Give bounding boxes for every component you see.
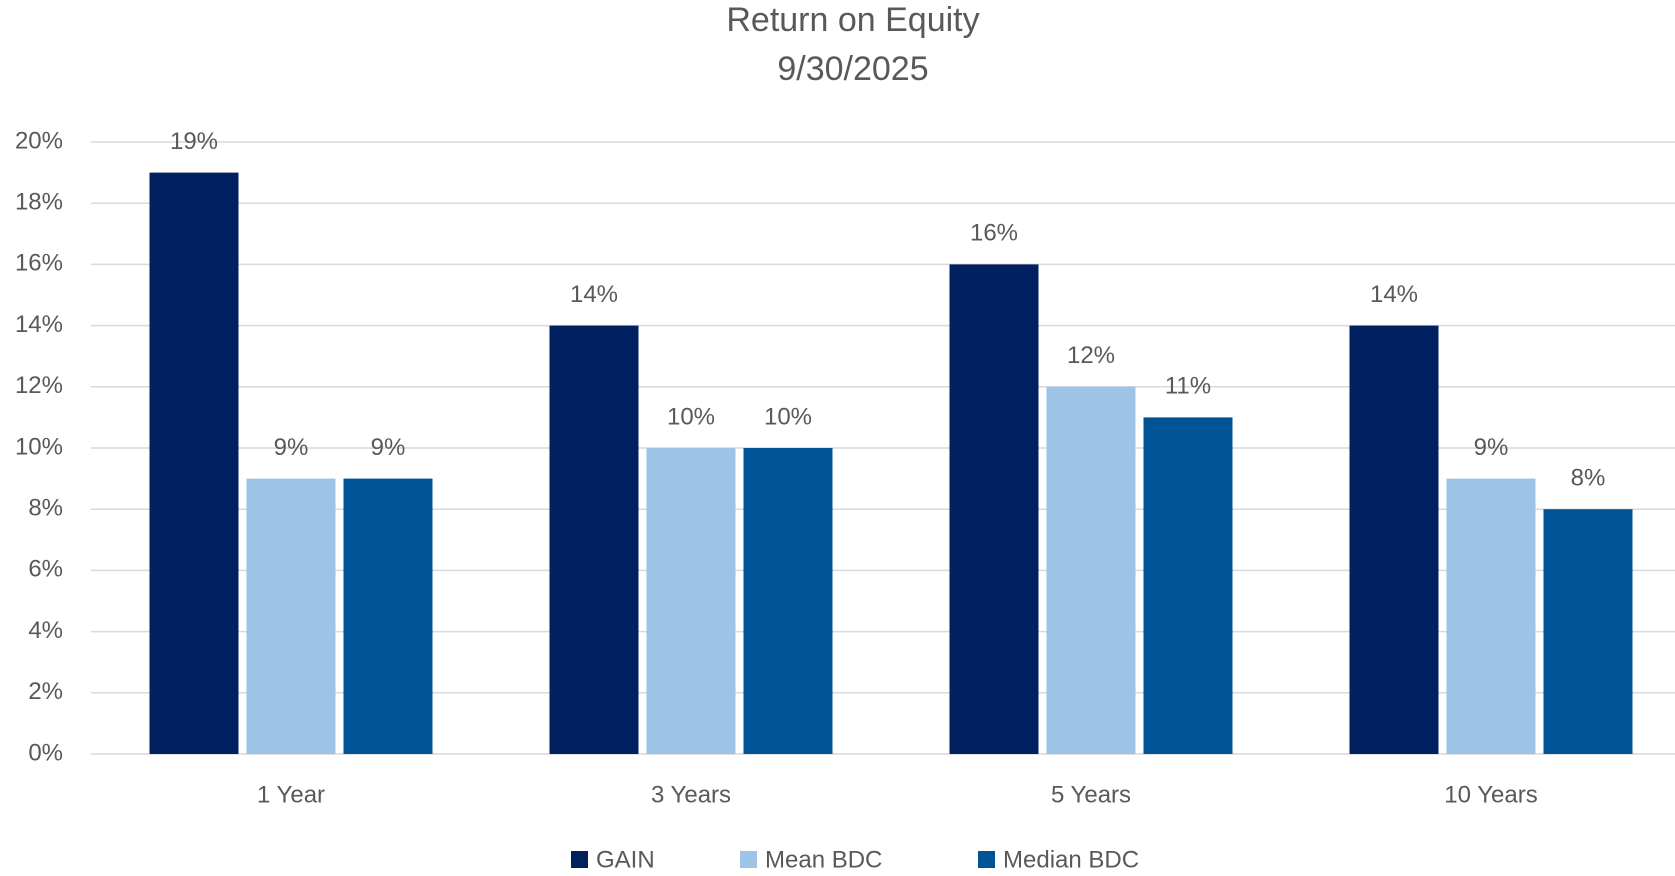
x-tick-label: 10 Years [1444, 781, 1537, 808]
data-label: 11% [1165, 373, 1211, 400]
chart-title: Return on Equity [726, 1, 979, 39]
legend-swatch [978, 851, 995, 868]
bar [1143, 417, 1233, 754]
y-tick-label: 4% [28, 617, 63, 644]
y-tick-label: 20% [15, 127, 63, 154]
bar [246, 478, 336, 754]
bar [743, 448, 833, 754]
data-label: 9% [1474, 434, 1509, 461]
data-label: 10% [667, 403, 715, 430]
bar [949, 264, 1039, 754]
data-label: 9% [274, 434, 309, 461]
y-tick-label: 6% [28, 556, 63, 583]
legend-label: GAIN [596, 846, 655, 873]
bar [1349, 325, 1439, 754]
data-label: 14% [570, 281, 618, 308]
x-tick-label: 5 Years [1051, 781, 1131, 808]
data-label: 19% [170, 128, 218, 155]
y-tick-label: 18% [15, 189, 63, 216]
data-label: 10% [764, 403, 812, 430]
data-label: 8% [1571, 465, 1606, 492]
y-tick-label: 12% [15, 372, 63, 399]
y-tick-label: 16% [15, 250, 63, 277]
bar [1543, 509, 1633, 754]
data-label: 9% [371, 434, 406, 461]
data-label: 14% [1370, 281, 1418, 308]
legend-swatch [571, 851, 588, 868]
legend-swatch [740, 851, 757, 868]
y-tick-label: 8% [28, 495, 63, 522]
y-tick-label: 0% [28, 739, 63, 766]
data-label: 16% [970, 220, 1018, 247]
bar [1046, 386, 1136, 754]
bar [1446, 478, 1536, 754]
legend-label: Median BDC [1003, 846, 1139, 873]
x-tick-label: 3 Years [651, 781, 731, 808]
bar [646, 448, 736, 754]
chart-subtitle: 9/30/2025 [777, 50, 928, 88]
bar [149, 172, 239, 755]
y-tick-label: 10% [15, 433, 63, 460]
y-tick-label: 2% [28, 678, 63, 705]
y-tick-label: 14% [15, 311, 63, 338]
bar [549, 325, 639, 754]
x-tick-label: 1 Year [257, 781, 325, 808]
legend-label: Mean BDC [765, 846, 882, 873]
data-label: 12% [1067, 342, 1115, 369]
bar [343, 478, 433, 754]
